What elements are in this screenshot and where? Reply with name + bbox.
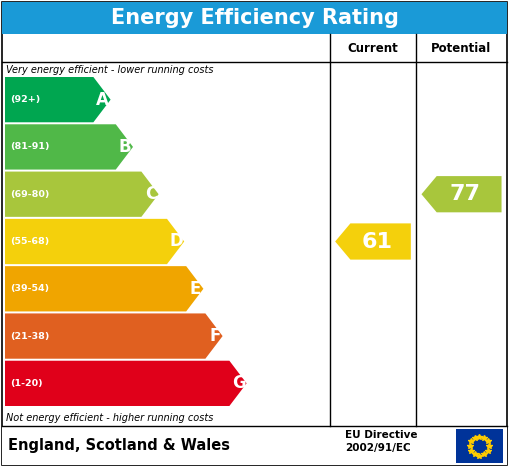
Polygon shape (5, 77, 110, 122)
Polygon shape (5, 219, 184, 264)
Text: C: C (145, 185, 157, 203)
Text: Very energy efficient - lower running costs: Very energy efficient - lower running co… (6, 65, 213, 75)
Text: EU Directive: EU Directive (345, 430, 417, 440)
Polygon shape (421, 176, 501, 212)
Text: (55-68): (55-68) (10, 237, 49, 246)
Text: (1-20): (1-20) (10, 379, 43, 388)
Text: F: F (209, 327, 220, 345)
Text: (92+): (92+) (10, 95, 40, 104)
Polygon shape (5, 313, 222, 359)
Bar (2, 2, 507, 34)
Polygon shape (335, 223, 411, 260)
Text: G: G (232, 375, 246, 392)
Text: Energy Efficiency Rating: Energy Efficiency Rating (110, 8, 399, 28)
Bar (2, 426, 507, 465)
Text: B: B (119, 138, 131, 156)
Text: A: A (96, 91, 109, 109)
Bar (456, 429, 503, 463)
Text: E: E (190, 280, 202, 298)
Text: 2002/91/EC: 2002/91/EC (345, 443, 411, 453)
Text: 61: 61 (361, 232, 392, 252)
Text: (81-91): (81-91) (10, 142, 49, 151)
Text: Potential: Potential (431, 42, 492, 55)
Text: D: D (169, 233, 183, 250)
Text: (69-80): (69-80) (10, 190, 49, 199)
Text: 77: 77 (450, 184, 481, 204)
Polygon shape (5, 171, 159, 217)
Text: (21-38): (21-38) (10, 332, 49, 340)
Polygon shape (5, 124, 133, 170)
Polygon shape (5, 361, 246, 406)
Text: England, Scotland & Wales: England, Scotland & Wales (8, 438, 230, 453)
Text: (39-54): (39-54) (10, 284, 49, 293)
Text: Current: Current (348, 42, 399, 55)
Polygon shape (5, 266, 204, 311)
Text: Not energy efficient - higher running costs: Not energy efficient - higher running co… (6, 413, 213, 423)
